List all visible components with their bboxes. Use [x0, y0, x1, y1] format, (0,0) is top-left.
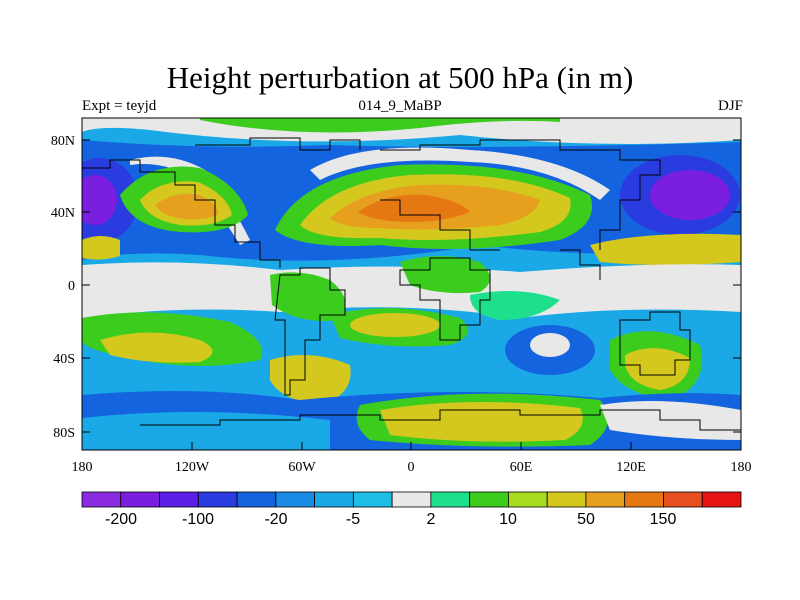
x-tick-label: 0: [408, 460, 415, 475]
colorbar-swatch: [197, 491, 238, 508]
colorbar-swatch: [624, 491, 664, 508]
colorbar-swatch: [120, 491, 160, 508]
north-america-coast: [82, 159, 281, 268]
indian-ocean-low-core: [530, 333, 570, 357]
x-tick-label: 60W: [288, 460, 316, 475]
y-axis-ticks: [82, 139, 741, 433]
colorbar: [81, 491, 742, 508]
map-title: Height perturbation at 500 hPa (in m): [166, 60, 634, 95]
experiment-label: Expt = teyjd: [82, 98, 157, 114]
x-tick-label: 120W: [175, 460, 210, 475]
east-asia-positive: [590, 233, 741, 265]
case-label: 014_9_MaBP: [358, 98, 442, 114]
australia-high: [625, 348, 690, 390]
arctic-coast: [195, 137, 361, 151]
south-america-coast: [274, 267, 346, 396]
colorbar-label: -5: [346, 511, 360, 528]
x-tick-label: 180: [731, 460, 752, 475]
y-tick-label: 0: [68, 279, 75, 294]
south-atlantic-high: [350, 313, 440, 337]
eurasian-high-core: [358, 194, 470, 222]
colorbar-swatch: [701, 491, 742, 508]
pacific-low-west-core: [82, 175, 117, 225]
africa-positive: [400, 256, 490, 294]
west-edge-positive: [82, 236, 120, 260]
y-tick-label: 80N: [51, 134, 75, 149]
y-tick-label: 40N: [51, 206, 75, 221]
ridge-line-2: [310, 147, 610, 200]
y-tick-label: 80S: [53, 426, 75, 441]
y-tick-label: 40S: [53, 352, 75, 367]
indian-ocean-positive: [470, 291, 560, 320]
x-axis-ticks: [81, 442, 742, 450]
colorbar-swatch: [546, 491, 587, 508]
colorbar-swatch: [663, 491, 703, 508]
africa-coast: [399, 257, 491, 341]
y-axis-labels: 80N 40N 0 40S 80S: [51, 134, 75, 441]
eurasia-coast: [380, 139, 661, 250]
colorbar-label: -20: [264, 511, 287, 528]
tropical-neutral-band: [82, 262, 741, 318]
antarctic-weak-negative: [82, 411, 330, 450]
colorbar-label: 150: [650, 511, 677, 528]
x-tick-label: 120E: [616, 460, 646, 475]
arctic-positive-patch: [200, 118, 560, 133]
south-america-positive: [270, 272, 346, 321]
x-axis-labels: 180 120W 60W 0 60E 120E 180: [72, 460, 752, 475]
colorbar-swatch: [275, 491, 315, 508]
colorbar-swatch: [508, 491, 548, 508]
southeast-asia-coast: [560, 249, 601, 280]
colorbar-label: -200: [105, 511, 137, 528]
colorbar-swatch: [585, 491, 626, 508]
coastlines: [82, 137, 741, 431]
colorbar-swatch: [236, 491, 277, 508]
colorbar-swatch: [430, 491, 471, 508]
season-label: DJF: [717, 98, 743, 114]
australia-coast: [619, 311, 691, 376]
colorbar-swatch: [469, 491, 509, 508]
colorbar-swatch: [81, 491, 122, 508]
colorbar-label: 2: [427, 511, 436, 528]
colorbar-label: 10: [499, 511, 517, 528]
colorbar-swatch: [314, 491, 354, 508]
colorbar-swatch: [352, 491, 393, 508]
colorbar-label: 50: [577, 511, 595, 528]
contour-field: [82, 118, 741, 450]
colorbar-label: -100: [182, 511, 214, 528]
pacific-low-east-core: [650, 170, 730, 220]
europe-coast: [380, 199, 500, 251]
colorbar-labels: -200 -100 -20 -5 2 10 50 150: [105, 511, 676, 528]
x-tick-label: 180: [72, 460, 93, 475]
x-tick-label: 60E: [510, 460, 533, 475]
antarctica-coast: [140, 409, 741, 431]
colorbar-swatch: [159, 491, 199, 508]
antarctic-positive: [380, 401, 583, 442]
colorbar-swatch: [391, 491, 432, 508]
south-pacific-high: [100, 332, 213, 363]
